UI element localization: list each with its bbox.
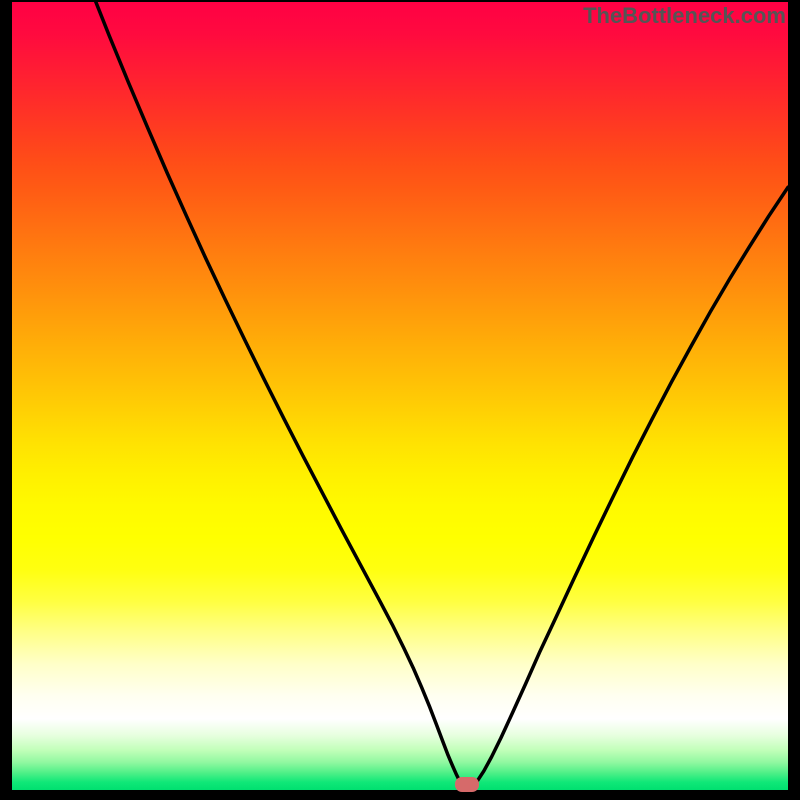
bottleneck-chart: TheBottleneck.com (0, 0, 800, 800)
watermark-text: TheBottleneck.com (583, 3, 786, 29)
optimal-point-marker (455, 777, 479, 792)
bottleneck-curve (12, 2, 788, 790)
plot-area (12, 2, 788, 790)
